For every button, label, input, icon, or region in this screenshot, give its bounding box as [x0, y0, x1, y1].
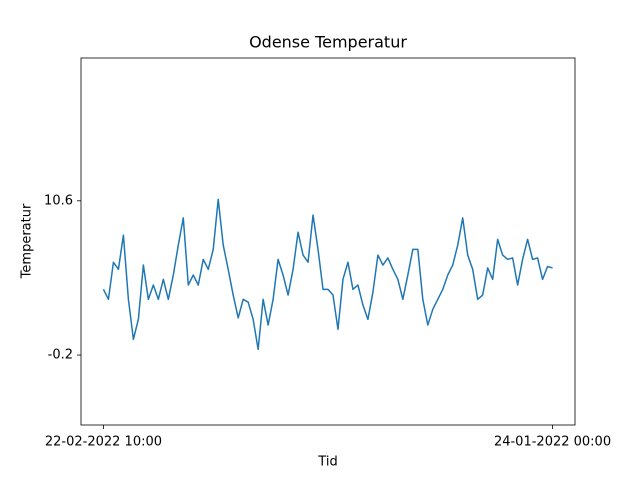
line	[102, 198, 553, 351]
y-tick-label: 10.6	[44, 193, 73, 208]
x-axis-label: Tid	[317, 455, 337, 470]
y-tick-label: -0.2	[48, 348, 73, 363]
chart-title: Odense Temperatur	[249, 33, 407, 52]
x-tick-label: 24-01-2022 00:00	[494, 435, 611, 450]
x-tick-label: 22-02-2022 10:00	[45, 435, 162, 450]
y-axis-label: Temperatur	[20, 203, 35, 279]
plot-frame	[80, 57, 576, 426]
